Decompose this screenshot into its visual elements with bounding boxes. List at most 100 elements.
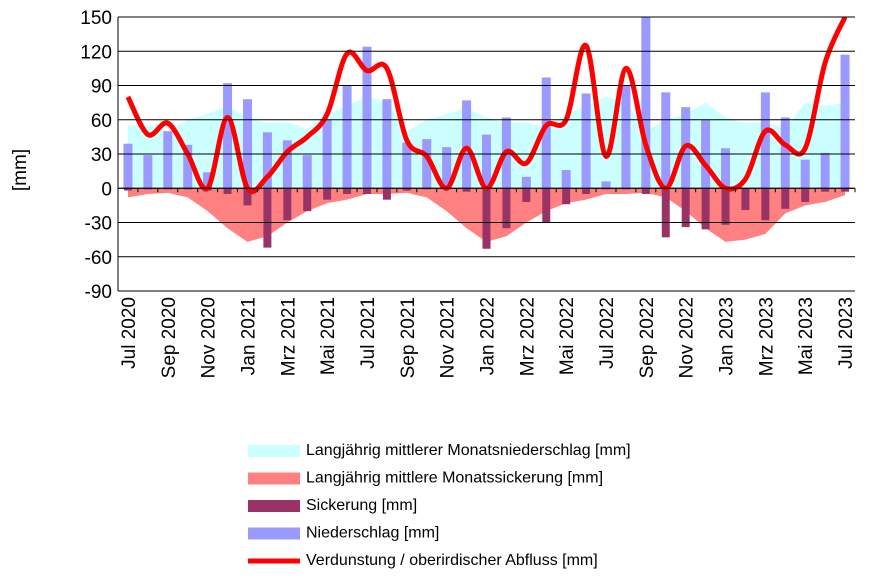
legend-label: Langjährig mittlerer Monatsniederschlag …	[306, 442, 631, 459]
bar	[602, 188, 611, 190]
bar	[582, 188, 591, 194]
bar	[601, 181, 611, 189]
bar	[123, 143, 133, 189]
legend-label: Langjährig mittlere Monatssickerung [mm]	[306, 470, 603, 487]
bar	[343, 188, 352, 194]
bar	[561, 169, 571, 189]
bar	[362, 188, 371, 194]
bar	[123, 188, 132, 191]
x-tick-label: Nov 2020	[199, 297, 220, 378]
bar	[721, 148, 731, 189]
bar	[262, 132, 272, 189]
x-tick-label: Jul 2023	[836, 297, 857, 369]
legend-label: Sickerung [mm]	[306, 497, 417, 514]
bar	[661, 92, 671, 189]
x-tick-label: Mrz 2022	[517, 297, 538, 376]
x-tick-label: Sep 2022	[637, 297, 658, 378]
bar	[562, 188, 571, 205]
bar	[760, 92, 770, 189]
bar	[163, 188, 172, 190]
bar	[801, 188, 810, 202]
bar	[701, 188, 710, 230]
bar	[820, 152, 830, 189]
x-tick-label: Mai 2021	[318, 297, 339, 375]
x-tick-label: Jul 2020	[119, 297, 140, 369]
bar	[242, 99, 252, 189]
bar	[482, 188, 491, 249]
y-tick-label: 150	[80, 8, 112, 29]
bar	[442, 147, 452, 189]
bar	[780, 117, 790, 189]
legend-label: Niederschlag [mm]	[306, 525, 439, 542]
bar	[342, 85, 352, 189]
bar	[203, 172, 213, 189]
bar	[621, 85, 631, 189]
bar	[781, 188, 790, 209]
bar	[282, 140, 292, 189]
y-axis-label: [mm]	[10, 149, 31, 191]
y-tick-label: 60	[91, 111, 112, 132]
y-tick-label: 0	[101, 179, 112, 200]
bar	[821, 188, 830, 192]
bar	[143, 188, 152, 190]
bar	[841, 188, 850, 192]
legend-label: Verdunstung / oberirdischer Abfluss [mm]	[306, 552, 598, 569]
bar	[263, 188, 272, 248]
legend-swatch	[248, 445, 300, 457]
legend-swatch	[248, 472, 300, 485]
x-tick-label: Sep 2021	[398, 297, 419, 378]
bar	[462, 188, 471, 192]
bar	[482, 134, 491, 189]
bar	[243, 188, 252, 206]
bar	[303, 188, 312, 212]
bar	[323, 188, 332, 200]
bar	[462, 100, 472, 189]
y-tick-label: -30	[85, 214, 112, 235]
bar	[223, 83, 233, 189]
bar	[840, 54, 850, 189]
x-tick-label: Mai 2022	[557, 297, 578, 375]
bar	[721, 188, 730, 225]
x-tick-label: Sep 2020	[159, 297, 180, 378]
bar	[302, 155, 312, 189]
bar	[422, 139, 432, 189]
bar	[362, 46, 372, 189]
bar	[641, 188, 650, 194]
bar	[542, 188, 551, 223]
x-tick-label: Mai 2023	[796, 297, 817, 375]
bar	[741, 188, 750, 210]
x-tick-label: Jul 2022	[597, 297, 618, 369]
x-tick-label: Jan 2022	[478, 297, 499, 375]
bar	[581, 93, 591, 189]
bar	[382, 99, 392, 189]
bar	[641, 17, 651, 189]
bar	[800, 159, 810, 189]
bar	[382, 188, 391, 200]
bar	[681, 188, 690, 228]
legend-swatch	[248, 500, 300, 512]
x-tick-label: Jul 2021	[358, 297, 379, 369]
x-tick-label: Nov 2022	[677, 297, 698, 378]
x-tick-label: Mrz 2021	[278, 297, 299, 376]
legend-swatch	[248, 527, 300, 540]
x-tick-label: Jan 2021	[238, 297, 259, 375]
bar	[521, 176, 531, 189]
bar	[183, 144, 193, 189]
x-tick-label: Mrz 2023	[756, 297, 777, 376]
bar	[621, 188, 630, 190]
y-tick-label: 120	[80, 42, 112, 63]
y-tick-label: -60	[85, 248, 112, 269]
bar	[402, 188, 411, 191]
y-tick-label: 90	[91, 77, 112, 98]
bar	[143, 155, 153, 189]
bar	[163, 131, 173, 189]
y-tick-label: 30	[91, 145, 112, 166]
bar	[502, 188, 511, 229]
bar	[422, 188, 431, 190]
bar	[761, 188, 770, 221]
bar	[522, 188, 531, 202]
bar	[183, 188, 192, 190]
bar	[223, 188, 232, 194]
x-tick-label: Nov 2021	[438, 297, 459, 378]
